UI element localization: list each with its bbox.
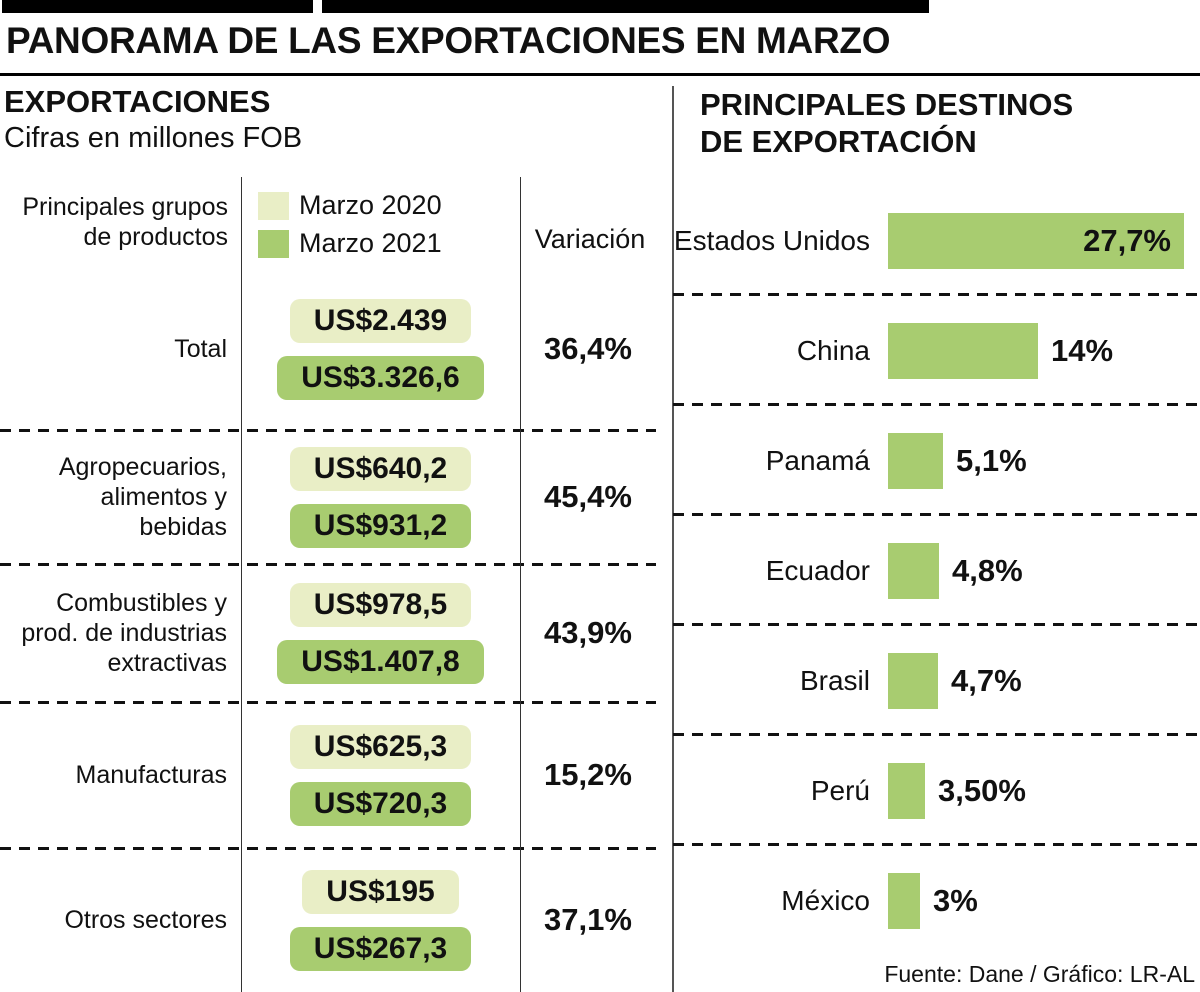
row-separator bbox=[0, 701, 656, 704]
row-separator bbox=[673, 843, 1200, 846]
value-badge-marzo-2021: US$3.326,6 bbox=[277, 355, 484, 400]
value-badge-marzo-2021: US$931,2 bbox=[289, 503, 472, 548]
row-separator bbox=[0, 563, 656, 566]
page-title: PANORAMA DE LAS EXPORTACIONES EN MARZO bbox=[6, 20, 891, 61]
destination-row-ecuador: Ecuador 4,8% bbox=[673, 516, 1200, 626]
variation-column-header: Variación bbox=[534, 224, 646, 254]
destination-row-brasil: Brasil 4,7% bbox=[673, 626, 1200, 736]
value-badges: US$195 US$267,3 bbox=[241, 869, 520, 971]
destination-bar: 27,7% bbox=[888, 213, 1184, 269]
panel-divider bbox=[672, 86, 674, 992]
legend-label-marzo-2020: Marzo 2020 bbox=[299, 190, 442, 220]
value-badge-marzo-2020: US$625,3 bbox=[289, 724, 472, 769]
value-badge-marzo-2020: US$195 bbox=[302, 869, 459, 914]
legend: Marzo 2020 Marzo 2021 bbox=[258, 190, 442, 259]
row-separator bbox=[673, 623, 1200, 626]
value-badge-marzo-2020: US$640,2 bbox=[289, 446, 472, 491]
table-rule-right bbox=[520, 177, 521, 992]
category-label: Combustibles y prod. de industrias extra… bbox=[21, 589, 227, 677]
header-bar-right bbox=[322, 0, 929, 13]
destination-value: 5,1% bbox=[956, 443, 1027, 478]
destination-value: 3,50% bbox=[938, 773, 1026, 808]
variation-value: 15,2% bbox=[544, 757, 632, 792]
row-separator bbox=[0, 847, 656, 850]
value-badges: US$625,3 US$720,3 bbox=[241, 724, 520, 826]
value-badge-marzo-2020: US$978,5 bbox=[289, 582, 472, 627]
legend-item-marzo-2020: Marzo 2020 bbox=[258, 190, 442, 221]
destination-row-china: China 14% bbox=[673, 296, 1200, 406]
title-divider bbox=[0, 73, 1200, 76]
table-row-combustibles: Combustibles y prod. de industrias extra… bbox=[0, 563, 656, 702]
destination-bar bbox=[888, 653, 938, 709]
value-badges: US$2.439 US$3.326,6 bbox=[241, 298, 520, 400]
destinations-chart: Estados Unidos 27,7% China 14% Panamá 5,… bbox=[673, 186, 1200, 956]
row-separator bbox=[0, 429, 656, 432]
destination-value: 27,7% bbox=[1083, 223, 1171, 258]
destination-label: Ecuador bbox=[765, 555, 870, 586]
row-separator bbox=[673, 513, 1200, 516]
table-row-total: Total US$2.439 US$3.326,6 36,4% bbox=[0, 268, 656, 430]
destinations-heading: PRINCIPALES DESTINOS DE EXPORTACIÓN bbox=[700, 87, 1074, 159]
destination-value: 4,7% bbox=[951, 663, 1022, 698]
table-rule-left bbox=[241, 177, 242, 992]
category-label: Agropecuarios, alimentos y bebidas bbox=[58, 453, 227, 541]
destination-value: 3% bbox=[933, 883, 978, 918]
value-badge-marzo-2021: US$267,3 bbox=[289, 926, 472, 971]
legend-label-marzo-2021: Marzo 2021 bbox=[299, 228, 442, 258]
destination-label: Brasil bbox=[799, 665, 870, 696]
row-separator bbox=[673, 733, 1200, 736]
header-bar-left bbox=[2, 0, 313, 13]
table-row-agropecuarios: Agropecuarios, alimentos y bebidas US$64… bbox=[0, 429, 656, 564]
value-badge-marzo-2020: US$2.439 bbox=[289, 298, 472, 343]
destination-value: 14% bbox=[1051, 333, 1114, 368]
row-separator bbox=[673, 403, 1200, 406]
variation-value: 45,4% bbox=[544, 479, 632, 514]
category-label: Total bbox=[174, 335, 227, 363]
value-badges: US$978,5 US$1.407,8 bbox=[241, 582, 520, 684]
table-row-manufacturas: Manufacturas US$625,3 US$720,3 15,2% bbox=[0, 701, 656, 848]
destination-bar bbox=[888, 433, 943, 489]
exports-heading: EXPORTACIONES bbox=[4, 84, 271, 119]
destination-label: Perú bbox=[810, 775, 870, 806]
exports-subheading: Cifras en millones FOB bbox=[4, 122, 303, 154]
destination-bar bbox=[888, 543, 939, 599]
destination-label: China bbox=[796, 335, 870, 366]
variation-value: 37,1% bbox=[544, 902, 632, 937]
value-badge-marzo-2021: US$720,3 bbox=[289, 781, 472, 826]
table-row-otros-sectores: Otros sectores US$195 US$267,3 37,1% bbox=[0, 847, 656, 992]
destination-row-estados-unidos: Estados Unidos 27,7% bbox=[673, 186, 1200, 296]
destination-bar bbox=[888, 323, 1038, 379]
source-credit: Fuente: Dane / Gráfico: LR-AL bbox=[884, 961, 1195, 987]
value-badge-marzo-2021: US$1.407,8 bbox=[277, 639, 484, 684]
destination-bar bbox=[888, 873, 920, 929]
destination-label: Panamá bbox=[765, 445, 870, 476]
legend-swatch-marzo-2020 bbox=[258, 191, 289, 220]
row-separator bbox=[673, 293, 1200, 296]
legend-item-marzo-2021: Marzo 2021 bbox=[258, 228, 442, 259]
value-badges: US$640,2 US$931,2 bbox=[241, 446, 520, 548]
destination-row-peru: Perú 3,50% bbox=[673, 736, 1200, 846]
destination-value: 4,8% bbox=[952, 553, 1023, 588]
category-label: Manufacturas bbox=[75, 761, 227, 789]
category-label: Otros sectores bbox=[64, 906, 227, 934]
destination-row-panama: Panamá 5,1% bbox=[673, 406, 1200, 516]
destination-bar bbox=[888, 763, 925, 819]
destination-label: Estados Unidos bbox=[673, 225, 870, 256]
products-column-header: Principales grupos de productos bbox=[22, 193, 228, 251]
legend-swatch-marzo-2021 bbox=[258, 229, 289, 258]
exports-table: Total US$2.439 US$3.326,6 36,4% Agropecu… bbox=[0, 268, 656, 992]
variation-value: 36,4% bbox=[544, 331, 632, 366]
variation-value: 43,9% bbox=[544, 615, 632, 650]
destination-row-mexico: México 3% bbox=[673, 846, 1200, 956]
destination-label: México bbox=[781, 885, 870, 916]
